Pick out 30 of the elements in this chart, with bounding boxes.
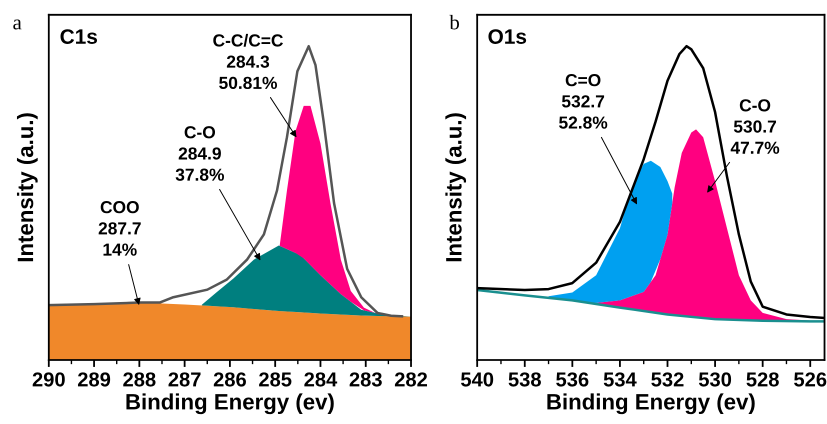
x-tick-label: 288 <box>123 372 156 387</box>
x-tick-label: 285 <box>259 372 292 387</box>
x-axis-title: Binding Energy (ev) <box>126 393 334 414</box>
x-tick-label: 536 <box>556 372 588 387</box>
text: b <box>449 14 460 30</box>
x-tick-label: 540 <box>461 372 494 387</box>
x-tick-label: 538 <box>508 372 541 387</box>
x-tick-label: 534 <box>604 372 637 387</box>
x-tick-label: 282 <box>394 372 428 387</box>
x-tick-label: 286 <box>214 372 246 387</box>
x-tick-label: 526 <box>794 372 826 387</box>
chart-title: O1s <box>488 29 526 44</box>
x-tick-label: 530 <box>698 372 732 387</box>
y-axis-title: Intensity (a.u.) <box>445 113 466 262</box>
x-tick-label: 283 <box>350 372 382 387</box>
annotation: C=O 532.7 52.8% <box>559 74 608 129</box>
text: a <box>13 20 22 30</box>
chart-title: C1s <box>60 29 98 44</box>
x-tick-label: 289 <box>78 372 110 387</box>
annotation: COO 287.7 14% <box>98 201 141 256</box>
x-tick-label: 528 <box>746 372 779 387</box>
annotation: C-C/C=C 284.3 50.81% <box>213 34 283 90</box>
x-tick-label: 284 <box>304 372 338 387</box>
x-tick-label: 287 <box>168 372 201 387</box>
x-axis-title: Binding Energy (ev) <box>547 393 755 414</box>
annotation: C-O 284.9 37.8% <box>176 126 224 181</box>
y-axis-title: Intensity (a.u.) <box>16 113 38 262</box>
x-tick-label: 532 <box>651 372 684 387</box>
x-tick-label: 290 <box>32 372 65 387</box>
annotation: C-O 530.7 47.7% <box>730 99 780 154</box>
